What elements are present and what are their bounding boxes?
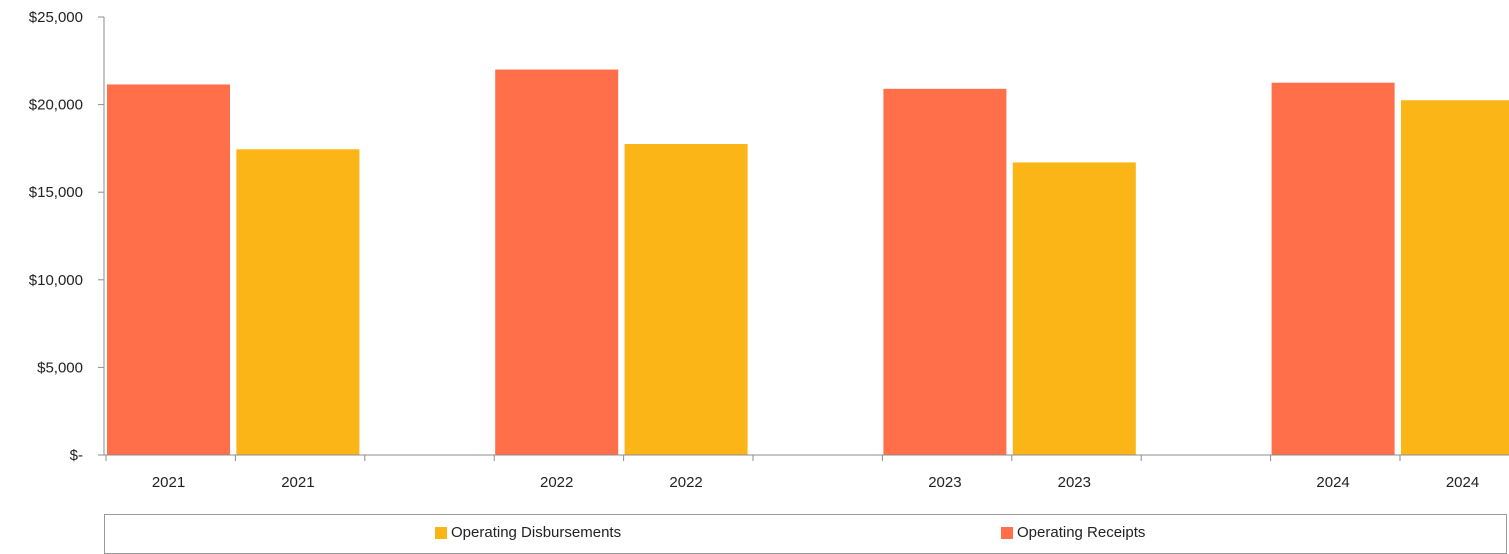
bar-operating-disbursements-2022 — [624, 144, 748, 455]
x-tick-label: 2024 — [1316, 474, 1349, 491]
legend-item-operating-disbursements: Operating Disbursements — [435, 524, 621, 541]
y-tick-label: $25,000 — [29, 9, 83, 26]
y-tick-label: $20,000 — [29, 97, 83, 114]
bar-operating-disbursements-2024 — [1401, 100, 1509, 455]
bar-operating-disbursements-2023 — [1012, 162, 1136, 455]
x-tick-label: 2022 — [540, 474, 573, 491]
x-tick-label: 2024 — [1446, 474, 1479, 491]
legend: Operating Disbursements Operating Receip… — [104, 514, 1507, 554]
bar-operating-receipts-2021 — [107, 84, 230, 456]
x-axis-ticks: 2021 2021 2022 2022 2023 2023 2024 2024 — [105, 455, 1479, 491]
y-tick-label: $- — [70, 447, 83, 464]
x-tick-label: 2022 — [669, 474, 702, 491]
x-tick-label: 2023 — [1058, 474, 1091, 491]
y-tick-label: $5,000 — [37, 359, 83, 376]
legend-swatch-operating-receipts — [1001, 526, 1013, 539]
legend-swatch-operating-disbursements — [435, 526, 447, 539]
bar-operating-receipts-2022 — [495, 69, 619, 455]
y-tick-label: $10,000 — [29, 272, 83, 289]
x-tick-label: 2023 — [928, 474, 961, 491]
legend-item-operating-receipts: Operating Receipts — [1001, 524, 1145, 541]
y-axis-ticks: $- $5,000 $10,000 $15,000 $20,000 $25,000 — [29, 9, 104, 464]
x-tick-label: 2021 — [281, 474, 314, 491]
legend-label-operating-disbursements: Operating Disbursements — [451, 524, 622, 541]
x-tick-label: 2021 — [152, 474, 185, 491]
bar-operating-receipts-2023 — [883, 88, 1007, 455]
bar-operating-disbursements-2021 — [236, 149, 360, 455]
bar-operating-receipts-2024 — [1271, 82, 1395, 455]
legend-label-operating-receipts: Operating Receipts — [1017, 524, 1146, 541]
bars-group — [107, 69, 1509, 456]
bar-chart: $- $5,000 $10,000 $15,000 $20,000 $25,000 202… — [29, 9, 1509, 491]
y-tick-label: $15,000 — [29, 184, 83, 201]
